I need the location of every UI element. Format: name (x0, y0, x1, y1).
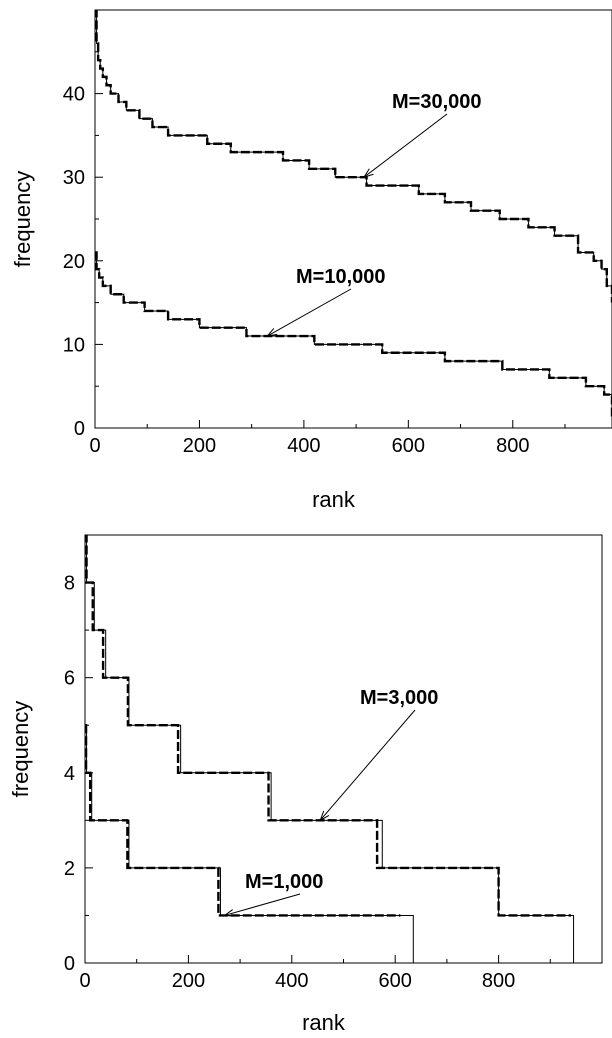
y-tick-label: 2 (64, 858, 75, 880)
annotation-arrow-head (266, 328, 278, 337)
annotation-arrow-head (319, 810, 330, 822)
annotation-label: M=10,000 (296, 266, 386, 288)
series-s30000d (95, 10, 612, 303)
annotation-arrow-head (362, 168, 374, 179)
annotation-label: M=3,000 (360, 687, 438, 709)
series-s1000 (85, 724, 414, 963)
y-tick-label: 0 (74, 418, 85, 440)
x-tick-label: 400 (287, 435, 320, 457)
x-tick-label: 200 (172, 970, 205, 992)
y-tick-label: 4 (64, 763, 75, 785)
plot-frame (84, 534, 603, 964)
x-tick-label: 0 (79, 970, 90, 992)
x-tick-label: 600 (392, 435, 425, 457)
y-axis-title: frequency (8, 701, 33, 798)
series-s1000d (85, 724, 401, 917)
annotation-arrow-line (319, 709, 416, 821)
y-tick-label: 0 (64, 953, 75, 975)
series-s3000 (85, 535, 575, 963)
annotation-label: M=1,000 (245, 871, 323, 893)
annotation-arrow-line (363, 113, 448, 178)
annotation-arrow-line (267, 288, 352, 337)
x-axis-title: rank (312, 487, 356, 512)
y-axis-title: frequency (10, 171, 35, 268)
x-tick-label: 600 (379, 970, 412, 992)
bottom-panel: 0 200 400 600 800 0 2 4 6 8 rank frequency M=3,000 M=… (8, 534, 603, 1035)
plot-frame (94, 9, 612, 429)
annotation-arrow-head (223, 909, 235, 917)
y-tick-label: 10 (63, 334, 85, 356)
x-tick-label: 800 (496, 435, 529, 457)
series-s30000 (95, 10, 612, 303)
x-tick-label: 200 (183, 435, 216, 457)
annotation-label: M=30,000 (392, 91, 482, 113)
annotation-arrow-line (224, 893, 301, 916)
y-tick-label: 20 (63, 251, 85, 273)
x-tick-label: 800 (482, 970, 515, 992)
x-tick-label: 400 (275, 970, 308, 992)
x-tick-label: 0 (89, 435, 100, 457)
x-axis-title: rank (302, 1010, 346, 1035)
y-tick-label: 6 (64, 668, 75, 690)
y-tick-label: 40 (63, 84, 85, 106)
top-panel: 0 200 400 600 800 0 10 20 30 40 rank frequency M=30,… (10, 9, 612, 512)
y-tick-label: 8 (64, 573, 75, 595)
series-s10000d (95, 251, 612, 420)
series-s3000d (85, 535, 571, 917)
y-tick-label: 30 (63, 167, 85, 189)
